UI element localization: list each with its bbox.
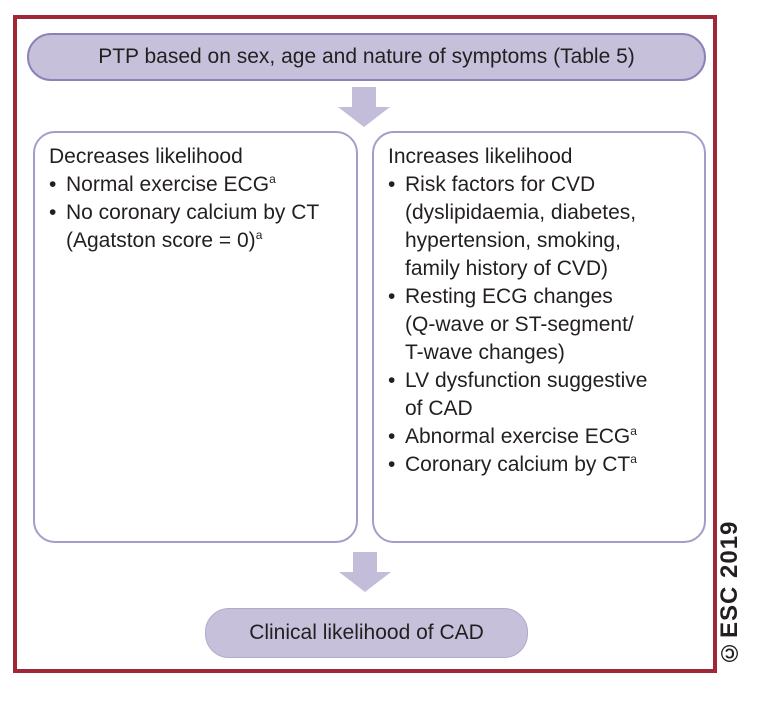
list-item-text: No coronary calcium by CT (Agatston scor… [66,201,320,252]
down-arrow-icon [338,87,390,127]
increases-likelihood-title: Increases likelihood [388,145,573,168]
increases-likelihood-list: • Risk factors for CVD (dyslipidaemia, d… [388,171,691,479]
decreases-likelihood-title: Decreases likelihood [49,145,243,168]
list-item-text: LV dysfunction suggestive of CAD [405,369,648,420]
list-item-text: Coronary calcium by CT [405,453,631,476]
list-item: • Risk factors for CVD (dyslipidaemia, d… [388,171,691,283]
down-arrow-icon [339,552,391,592]
bullet-icon: • [388,369,396,392]
footnote-marker: a [630,424,637,438]
list-item-text: Risk factors for CVD (dyslipidaemia, dia… [405,173,637,280]
bullet-icon: • [388,453,396,476]
list-item: • Abnormal exercise ECGa [388,423,691,451]
bullet-icon: • [49,173,57,196]
ptp-header-label: PTP based on sex, age and nature of symp… [98,45,635,68]
esc-2019-watermark: ©ESC 2019 [716,520,743,666]
list-item-text: Normal exercise ECG [66,173,270,196]
list-item-text: Resting ECG changes (Q-wave or ST-segmen… [405,285,634,364]
list-item: • Resting ECG changes (Q-wave or ST-segm… [388,283,691,367]
footnote-marker: a [255,228,263,242]
bullet-icon: • [388,425,396,448]
clinical-likelihood-box: Clinical likelihood of CAD [205,608,528,658]
list-item-text: Abnormal exercise ECG [405,425,631,448]
increases-likelihood-box: Increases likelihood • Risk factors for … [372,131,706,543]
ptp-header-box: PTP based on sex, age and nature of symp… [27,33,706,81]
bullet-icon: • [388,173,396,196]
list-item: • LV dysfunction suggestive of CAD [388,367,691,423]
footnote-marker: a [630,452,637,466]
decreases-likelihood-box: Decreases likelihood • Normal exercise E… [33,131,358,543]
clinical-likelihood-label: Clinical likelihood of CAD [249,621,484,644]
footnote-marker: a [269,172,276,186]
list-item: • Normal exercise ECGa [49,171,343,199]
bullet-icon: • [49,201,57,224]
bullet-icon: • [388,285,396,308]
decreases-likelihood-list: • Normal exercise ECGa • No coronary cal… [49,171,343,255]
list-item: • Coronary calcium by CTa [388,451,691,479]
list-item: • No coronary calcium by CT (Agatston sc… [49,199,343,255]
